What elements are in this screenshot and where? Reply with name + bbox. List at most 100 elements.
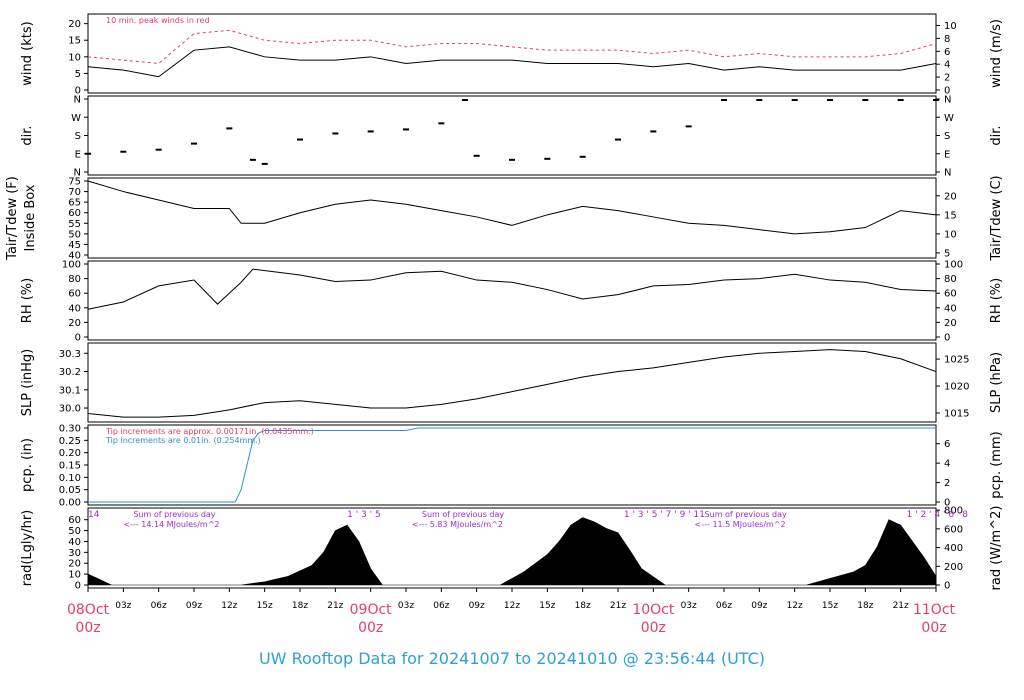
left-tick-label: 70 — [68, 187, 81, 198]
right-tick-label: 4 — [944, 459, 950, 470]
right-tick-label: 0 — [944, 86, 950, 97]
date-label: 10Oct — [632, 602, 675, 618]
hour-tick-label: 06z — [716, 601, 732, 611]
hour-tick-label: 15z — [822, 601, 838, 611]
left-tick-label: 40 — [68, 303, 81, 314]
right-tick-label: 6 — [944, 439, 950, 450]
hour-tick-label: 06z — [433, 601, 449, 611]
left-tick-label: 60 — [68, 208, 81, 219]
right-tick-label: 8 — [944, 34, 950, 45]
left-tick-label: 10 — [68, 52, 81, 63]
right-axis-label: RH (%) — [989, 278, 1004, 323]
direction-point — [650, 130, 657, 133]
right-tick-label: E — [944, 149, 950, 160]
direction-point — [579, 155, 586, 158]
right-tick-label: 15 — [944, 210, 957, 221]
direction-point — [473, 154, 480, 157]
panel-slp: 30.0 30.1 30.2 30.3 1015 1020 1025 SLP (inHg) SL… — [20, 342, 1004, 423]
right-axis-label: rad (W/m^2) — [989, 506, 1004, 591]
left-tick-label: 20 — [68, 19, 81, 30]
day-marker: 1 ' 3 ' 5 — [347, 510, 381, 520]
direction-point — [403, 128, 409, 131]
left-tick-label: 30.1 — [59, 385, 81, 396]
left-tick-label: S — [75, 131, 81, 142]
left-tick-label: 100 — [62, 260, 81, 271]
left-tick-label: 0.30 — [59, 424, 81, 435]
right-tick-label: 20 — [944, 191, 957, 202]
hour-tick-label: 15z — [257, 601, 273, 611]
direction-point — [261, 162, 268, 165]
left-tick-label: 50 — [68, 526, 81, 537]
right-tick-label: 0 — [944, 581, 950, 592]
series-line — [87, 268, 937, 310]
right-tick-label: 600 — [944, 524, 963, 535]
direction-point — [226, 127, 233, 130]
left-tick-label: 20 — [68, 559, 81, 570]
hour-tick-label: 21z — [610, 601, 626, 611]
right-tick-label: 80 — [944, 274, 957, 285]
hour-tick-label: 03z — [115, 601, 131, 611]
right-tick-label: 100 — [944, 260, 963, 271]
series-line — [87, 349, 937, 418]
panel-frame — [87, 342, 937, 423]
day-marker: 1 ' 2 ' 4 ' 6 ' 8 — [907, 510, 969, 520]
right-tick-label: N — [944, 95, 951, 106]
left-tick-label: 0.15 — [59, 461, 81, 472]
direction-point — [509, 158, 515, 161]
left-tick-label: 0.20 — [59, 448, 81, 459]
hour-tick-label: 09z — [751, 601, 767, 611]
right-tick-label: 6 — [944, 47, 950, 58]
left-tick-label: 0.10 — [59, 473, 81, 484]
series-line — [87, 46, 937, 78]
direction-point — [155, 148, 162, 151]
left-tick-label: 0.25 — [59, 436, 81, 447]
hour-tick-label: 21z — [327, 601, 343, 611]
right-tick-label: 2 — [944, 73, 950, 84]
left-tick-label: 0.05 — [59, 485, 81, 496]
date-label: 09Oct — [350, 602, 393, 618]
left-tick-label: N — [74, 168, 81, 179]
date-hour-label: 00z — [921, 620, 946, 636]
panel-rh: 0 20 40 60 80 100 0 20 40 60 80 100 RH (%) RH (%) — [20, 260, 1004, 344]
left-tick-label: E — [75, 149, 81, 160]
time-axis: 03z 06z 09z 12z 15z 18z 21z 03z 06z 09z 12z 15z 18z 2… — [67, 588, 956, 636]
date-label: 08Oct — [67, 602, 110, 618]
hour-tick-label: 12z — [787, 601, 803, 611]
right-tick-label: 4 — [944, 60, 950, 71]
date-hour-label: 00z — [358, 620, 383, 636]
daily-sum-value: <--- 5.83 MJoules/m^2 — [412, 520, 503, 529]
direction-point — [191, 142, 197, 145]
left-tick-label: 60 — [68, 515, 81, 526]
left-tick-label: 15 — [68, 36, 81, 47]
date-hour-label: 00z — [75, 620, 100, 636]
right-tick-label: N — [944, 168, 951, 179]
right-tick-label: 1025 — [944, 355, 969, 366]
hour-tick-label: 18z — [292, 601, 308, 611]
left-tick-label: 0.00 — [59, 498, 81, 509]
left-axis-label: dir. — [20, 125, 35, 145]
day-marker: 14 — [88, 510, 100, 520]
right-tick-label: 10 — [944, 21, 957, 32]
left-tick-label: W — [71, 113, 81, 124]
direction-point — [120, 150, 127, 153]
direction-point — [756, 99, 763, 102]
panel-frame — [87, 177, 937, 259]
panel-pcp: 0.00 0.050.100.15 0.200.250.30 0 2 4 6 pcp. (in… — [20, 424, 1004, 509]
right-tick-label: 60 — [944, 289, 957, 300]
tip-note: Tip increments are 0.01in. (0.254mm.) — [105, 436, 261, 445]
panel-frame — [87, 13, 937, 94]
left-tick-label: 55 — [68, 219, 81, 230]
chart-title: UW Rooftop Data for 20241007 to 20241010… — [259, 649, 765, 668]
right-axis-label: dir. — [989, 125, 1004, 145]
precip-line — [88, 427, 936, 503]
panel-frame — [87, 95, 937, 176]
right-tick-label: 20 — [944, 318, 957, 329]
radiation-area — [87, 517, 937, 586]
date-label: 11Oct — [913, 602, 956, 618]
right-tick-label: S — [944, 131, 950, 142]
direction-point — [367, 130, 374, 133]
left-tick-label: 30.0 — [59, 404, 81, 415]
left-axis-label: rad(Lgly/hr) — [20, 510, 35, 586]
